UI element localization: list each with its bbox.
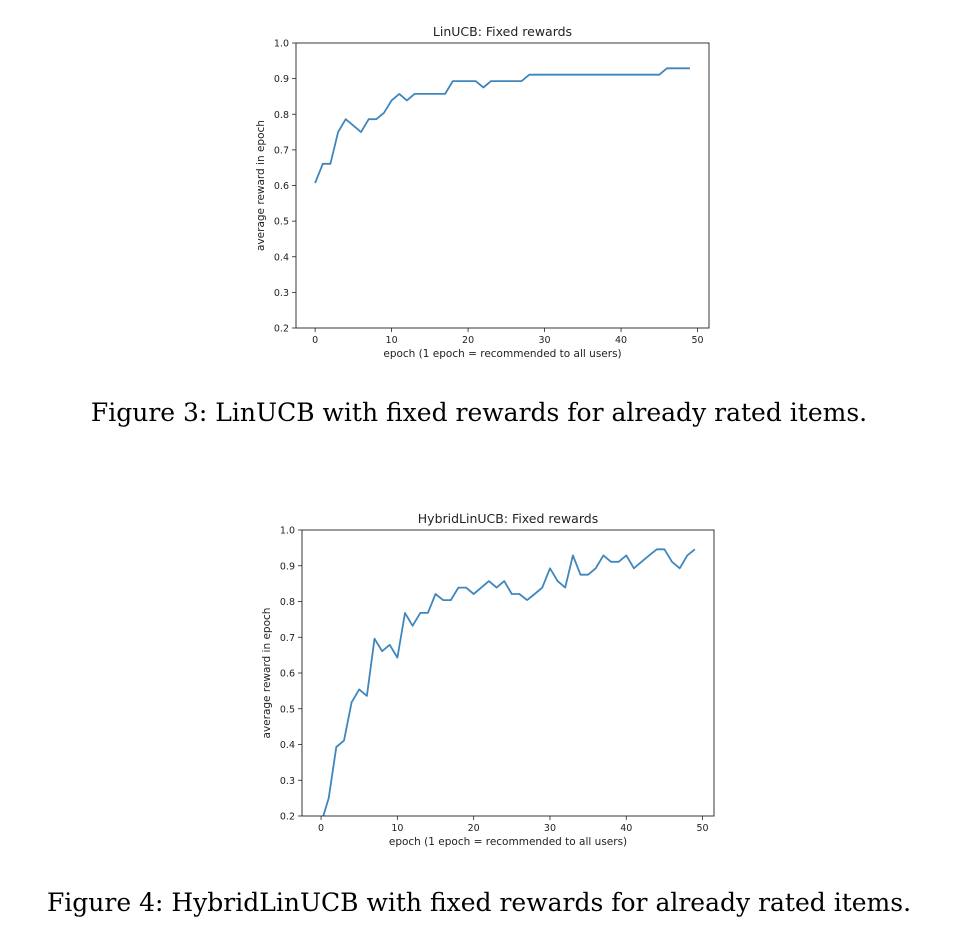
- x-tick-label: 10: [386, 335, 398, 346]
- y-tick-label: 0.5: [274, 217, 289, 228]
- chart-title: LinUCB: Fixed rewards: [433, 24, 572, 39]
- y-tick-label: 0.3: [274, 288, 289, 299]
- x-tick-label: 30: [539, 335, 551, 346]
- figure-3-caption: Figure 3: LinUCB with fixed rewards for …: [90, 398, 868, 427]
- y-tick-label: 0.6: [274, 181, 289, 192]
- y-tick-label: 1.0: [280, 526, 295, 537]
- y-tick-label: 0.8: [280, 597, 295, 608]
- y-tick-label: 0.3: [280, 776, 295, 787]
- y-tick-label: 0.7: [280, 633, 295, 644]
- chart-title: HybridLinUCB: Fixed rewards: [418, 511, 598, 526]
- series-line: [322, 548, 696, 816]
- y-axis-label: average reward in epoch: [261, 608, 273, 739]
- series-line: [314, 67, 690, 184]
- x-tick-label: 10: [391, 823, 403, 834]
- plot-frame: [295, 42, 710, 329]
- y-tick-label: 1.0: [274, 39, 289, 50]
- figure-4-caption: Figure 4: HybridLinUCB with fixed reward…: [46, 888, 912, 917]
- x-axis-label: epoch (1 epoch = recommended to all user…: [389, 836, 627, 848]
- x-tick-label: 20: [462, 335, 474, 346]
- y-tick-label: 0.8: [274, 110, 289, 121]
- y-tick-label: 0.4: [274, 252, 289, 263]
- x-tick-label: 50: [691, 335, 703, 346]
- figure-3-chart: LinUCB: Fixed rewards 0.2 0.3 0.4 0.5 0.6 0.7 0…: [255, 24, 710, 360]
- figure-4-chart: HybridLinUCB: Fixed rewards 0.2 0.3 0.4 0.5 0…: [261, 511, 715, 848]
- y-tick-label: 0.5: [280, 704, 295, 715]
- y-tick-label: 0.2: [280, 812, 295, 823]
- y-tick-label: 0.2: [274, 324, 289, 335]
- x-tick-label: 50: [697, 823, 709, 834]
- y-tick-label: 0.9: [274, 74, 289, 85]
- x-tick-label: 40: [615, 335, 627, 346]
- y-axis-label: average reward in epoch: [255, 120, 267, 251]
- x-tick-label: 20: [468, 823, 480, 834]
- x-axis-label: epoch (1 epoch = recommended to all user…: [383, 348, 621, 360]
- plot-frame: [301, 529, 715, 817]
- x-tick-label: 0: [318, 823, 324, 834]
- x-tick-label: 0: [312, 335, 318, 346]
- y-tick-label: 0.7: [274, 145, 289, 156]
- y-tick-label: 0.9: [280, 561, 295, 572]
- y-tick-label: 0.4: [280, 740, 295, 751]
- x-tick-label: 40: [620, 823, 632, 834]
- y-tick-label: 0.6: [280, 669, 295, 680]
- x-tick-label: 30: [544, 823, 556, 834]
